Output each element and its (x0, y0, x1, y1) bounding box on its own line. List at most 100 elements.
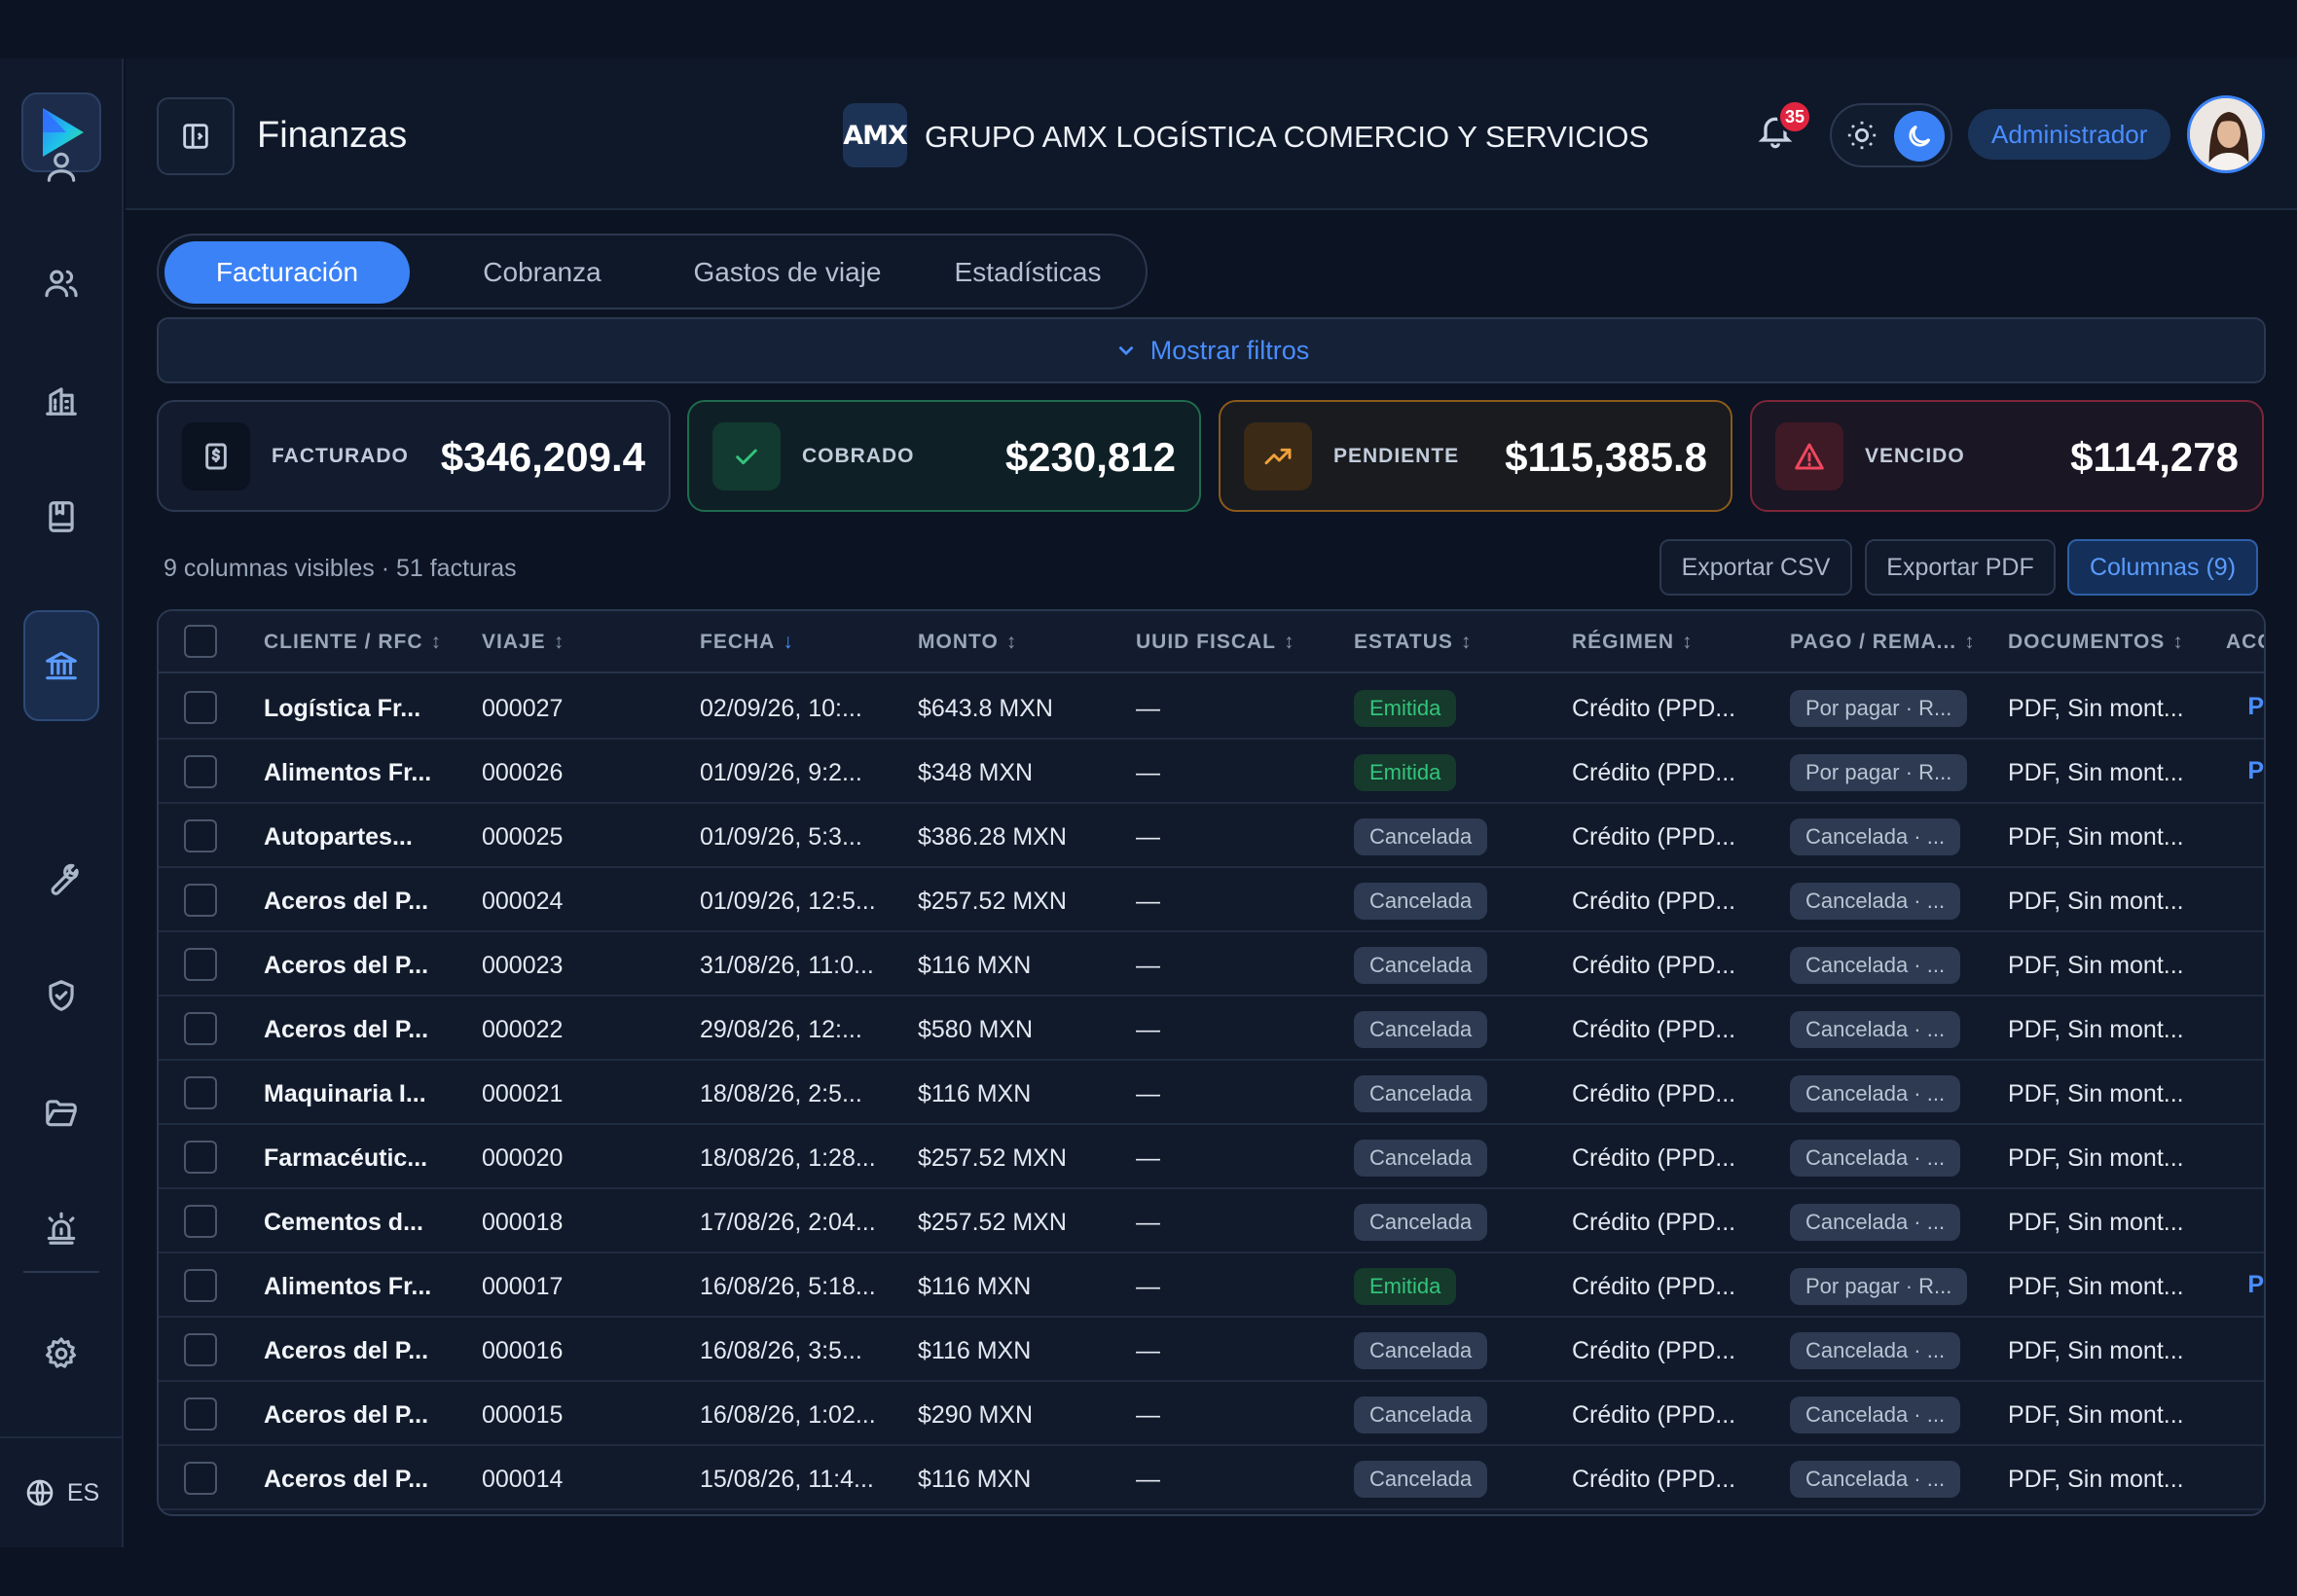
row-action[interactable]: P (2247, 693, 2264, 720)
language-selector[interactable]: ES (0, 1436, 124, 1547)
row-checkbox[interactable] (184, 1269, 217, 1302)
row-checkbox[interactable] (184, 884, 217, 917)
select-all-checkbox[interactable] (184, 625, 217, 658)
cell-documents[interactable]: PDF, Sin mont... (2008, 888, 2184, 915)
cell-client[interactable]: Alimentos Fr... (264, 759, 432, 786)
column-header-monto[interactable]: MONTO ↕ (918, 631, 1018, 653)
nav-user[interactable] (23, 128, 99, 204)
cell-client[interactable]: Cementos d... (264, 1209, 423, 1236)
table-row[interactable]: Aceros del P... 000022 29/08/26, 12:... $58… (159, 997, 2264, 1061)
cell-documents[interactable]: PDF, Sin mont... (2008, 759, 2184, 786)
nav-bank[interactable] (23, 610, 99, 721)
table-row[interactable]: Logística Fr... 000027 02/09/26, 10:... $64… (159, 675, 2264, 740)
column-header-documentos[interactable]: DOCUMENTOS ↕ (2008, 631, 2184, 653)
cell-documents[interactable]: PDF, Sin mont... (2008, 823, 2184, 851)
nav-shield[interactable] (23, 958, 99, 1034)
column-header-viaje[interactable]: VIAJE ↕ (482, 631, 565, 653)
dark-mode-button[interactable] (1894, 111, 1945, 162)
table-row[interactable]: Aceros del P... 000023 31/08/26, 11:0... $1… (159, 932, 2264, 997)
cell-client[interactable]: Aceros del P... (264, 1401, 429, 1429)
cell-client[interactable]: Aceros del P... (264, 1466, 429, 1493)
nav-folder[interactable] (23, 1074, 99, 1150)
columns-button[interactable]: Columnas (9) (2067, 539, 2258, 596)
column-header-fecha[interactable]: FECHA ↓ (700, 631, 794, 653)
table-row[interactable]: Alimentos Fr... 000026 01/09/26, 9:2... $34… (159, 740, 2264, 804)
nav-alarm[interactable] (23, 1191, 99, 1267)
table-row[interactable]: Maquinaria I... 000021 18/08/26, 2:5... $11… (159, 1061, 2264, 1125)
show-filters-button[interactable]: Mostrar filtros (157, 317, 2266, 383)
cell-documents[interactable]: PDF, Sin mont... (2008, 1466, 2184, 1493)
table-row[interactable]: Farmacéutic... 000020 18/08/26, 1:28... $25… (159, 1125, 2264, 1189)
cell-amount: $348 MXN (918, 759, 1034, 786)
row-checkbox[interactable] (184, 1462, 217, 1495)
cell-client[interactable]: Aceros del P... (264, 888, 429, 915)
nav-settings[interactable] (23, 1316, 99, 1392)
cell-client[interactable]: Logística Fr... (264, 695, 421, 722)
column-header-estatus[interactable]: ESTATUS ↕ (1354, 631, 1473, 653)
cell-date: 18/08/26, 2:5... (700, 1080, 862, 1107)
payment-badge: Cancelada · ... (1790, 1461, 1961, 1498)
cell-client[interactable]: Aceros del P... (264, 952, 429, 979)
kpi-facturado: FACTURADO $346,209.4 (157, 400, 671, 512)
cell-documents[interactable]: PDF, Sin mont... (2008, 1144, 2184, 1172)
row-checkbox[interactable] (184, 1141, 217, 1174)
cell-documents[interactable]: PDF, Sin mont... (2008, 695, 2184, 722)
row-checkbox[interactable] (184, 1205, 217, 1238)
nav-wrench[interactable] (23, 841, 99, 917)
sidebar-divider (23, 1271, 99, 1273)
row-checkbox[interactable] (184, 1397, 217, 1431)
user-avatar[interactable] (2187, 95, 2265, 173)
table-row[interactable]: Aceros del P... 000016 16/08/26, 3:5... $11… (159, 1318, 2264, 1382)
row-action[interactable]: P (2247, 757, 2264, 784)
cell-client[interactable]: Autopartes... (264, 823, 413, 851)
column-header-pago[interactable]: PAGO / REMA... ↕ (1790, 631, 1976, 653)
row-checkbox[interactable] (184, 1333, 217, 1366)
tab-cobranza[interactable]: Cobranza (483, 257, 602, 287)
export-pdf-button[interactable]: Exportar PDF (1865, 539, 2056, 596)
tab-facturacion[interactable]: Facturación (164, 241, 410, 304)
cell-documents[interactable]: PDF, Sin mont... (2008, 1273, 2184, 1300)
sidebar-toggle-button[interactable] (157, 97, 235, 175)
cell-client[interactable]: Alimentos Fr... (264, 1273, 432, 1300)
cell-documents[interactable]: PDF, Sin mont... (2008, 1401, 2184, 1429)
cell-client[interactable]: Farmacéutic... (264, 1144, 428, 1172)
cell-documents[interactable]: PDF, Sin mont... (2008, 1080, 2184, 1107)
cell-client[interactable]: Maquinaria I... (264, 1080, 426, 1107)
export-csv-button[interactable]: Exportar CSV (1659, 539, 1852, 596)
payment-badge: Cancelada · ... (1790, 818, 1961, 855)
nav-book[interactable] (23, 479, 99, 555)
table-row[interactable]: Autopartes... 000025 01/09/26, 5:3... $386.… (159, 804, 2264, 868)
table-row[interactable]: Aceros del P... 000015 16/08/26, 1:02... $2… (159, 1382, 2264, 1446)
column-header-uuid[interactable]: UUID FISCAL ↕ (1136, 631, 1295, 653)
cell-documents[interactable]: PDF, Sin mont... (2008, 952, 2184, 979)
role-badge[interactable]: Administrador (1968, 109, 2171, 160)
table-row[interactable]: Aceros del P... 000024 01/09/26, 12:5... $2… (159, 868, 2264, 932)
column-header-acciones[interactable]: ACC (2226, 631, 2264, 653)
app-logo[interactable] (21, 92, 101, 172)
nav-building[interactable] (23, 362, 99, 438)
row-checkbox[interactable] (184, 819, 217, 852)
table-row[interactable]: Alimentos Fr... 000017 16/08/26, 5:18... $1… (159, 1253, 2264, 1318)
tab-estadisticas[interactable]: Estadísticas (954, 257, 1102, 287)
theme-toggle[interactable] (1830, 103, 1952, 167)
row-checkbox[interactable] (184, 755, 217, 788)
cell-uuid: — (1136, 1466, 1160, 1493)
row-checkbox[interactable] (184, 1076, 217, 1109)
row-checkbox[interactable] (184, 691, 217, 724)
table-row[interactable]: Aceros del P... 000014 15/08/26, 11:4... $1… (159, 1446, 2264, 1510)
table-row[interactable]: Cementos d... 000018 17/08/26, 2:04... $257… (159, 1189, 2264, 1253)
tab-gastos-de-viaje[interactable]: Gastos de viaje (693, 257, 882, 287)
row-checkbox[interactable] (184, 948, 217, 981)
nav-users[interactable] (23, 245, 99, 321)
cell-client[interactable]: Aceros del P... (264, 1337, 429, 1364)
sort-icon: ↕ (1964, 631, 1976, 653)
light-mode-button[interactable] (1845, 119, 1880, 154)
row-checkbox[interactable] (184, 1012, 217, 1045)
cell-client[interactable]: Aceros del P... (264, 1016, 429, 1043)
column-header-cliente[interactable]: CLIENTE / RFC ↕ (264, 631, 442, 653)
row-action[interactable]: P (2247, 1271, 2264, 1298)
cell-documents[interactable]: PDF, Sin mont... (2008, 1209, 2184, 1236)
cell-documents[interactable]: PDF, Sin mont... (2008, 1016, 2184, 1043)
cell-documents[interactable]: PDF, Sin mont... (2008, 1337, 2184, 1364)
column-header-regimen[interactable]: RÉGIMEN ↕ (1572, 631, 1694, 653)
